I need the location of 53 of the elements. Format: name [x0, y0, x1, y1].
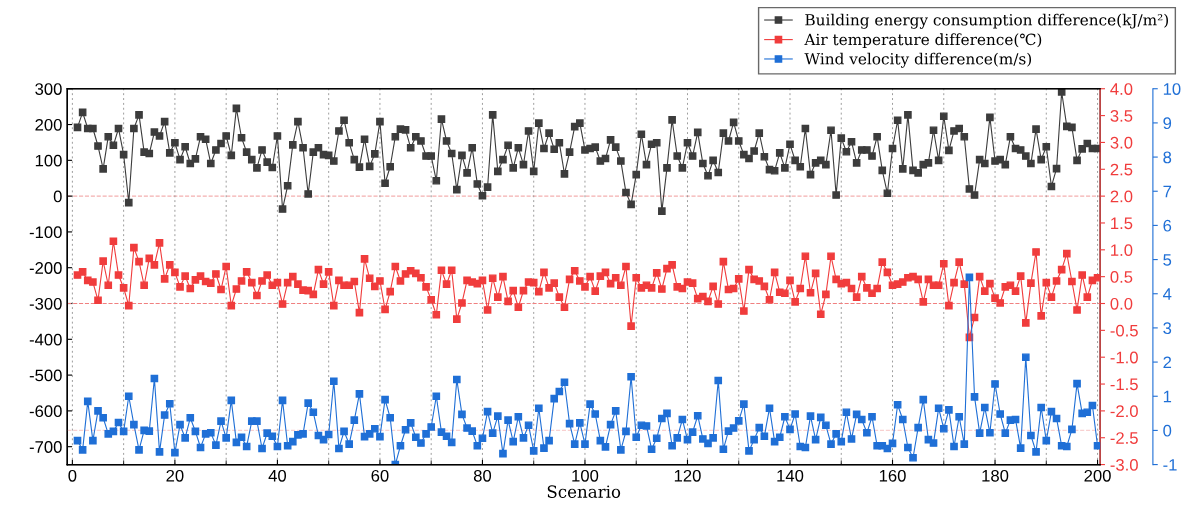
y2-tick-label: -2.0 [1110, 405, 1138, 418]
x-tick-label: 0 [68, 469, 77, 482]
y3-tick-label: 1 [1163, 390, 1172, 403]
y2-tick-label: -0.5 [1110, 324, 1138, 337]
x-tick-label: 20 [166, 469, 184, 482]
y2-tick-label: 3.5 [1110, 109, 1133, 122]
y2-tick-label: -1.0 [1110, 351, 1138, 364]
y3-tick-label: 4 [1163, 288, 1172, 300]
legend-label: Air temperature difference(℃) [804, 33, 1042, 49]
x-tick-label: 200 [1084, 469, 1111, 482]
y3-tick-label: 8 [1163, 151, 1172, 164]
y-tick-label: 200 [35, 118, 62, 131]
y-tick-label: -200 [29, 262, 62, 274]
y2-tick-label: 1.5 [1111, 217, 1133, 230]
x-tick-label: 80 [473, 469, 492, 482]
y2-tick-label: 2.0 [1110, 190, 1133, 203]
y-tick-label: 300 [35, 83, 62, 95]
y-tick-label: -600 [29, 405, 62, 418]
y2-tick-label: 0.5 [1110, 271, 1133, 283]
x-tick-label: 40 [268, 469, 287, 482]
x-axis-title: Scenario [547, 485, 621, 498]
y2-tick-label: -1.5 [1110, 378, 1138, 391]
y-tick-label: 0 [53, 190, 62, 203]
x-tick-label: 100 [572, 469, 599, 482]
y3-tick-label: 3 [1163, 322, 1172, 335]
y3-tick-label: 2 [1163, 356, 1172, 369]
y3-tick-label: 5 [1163, 254, 1172, 266]
legend-label: Wind velocity difference(m/s) [804, 52, 1032, 68]
y2-tick-label: 0.0 [1110, 297, 1133, 310]
x-tick-label: 120 [674, 469, 701, 482]
y2-tick-label: 4.0 [1110, 83, 1133, 95]
y-tick-label: -100 [29, 226, 62, 239]
y2-tick-label: -2.5 [1110, 432, 1138, 444]
y2-tick-label: 3.0 [1110, 136, 1133, 149]
y-tick-label: 100 [35, 154, 62, 167]
y-tick-label: -400 [29, 333, 62, 346]
y2-tick-label: -3.0 [1110, 458, 1138, 471]
y3-tick-label: -1 [1163, 459, 1177, 471]
y3-tick-label: 10 [1163, 83, 1181, 95]
y3-tick-label: 6 [1163, 219, 1172, 232]
x-tick-label: 180 [982, 469, 1009, 482]
legend-label: Building energy consumption difference(kJ/m²) [805, 13, 1169, 29]
y3-tick-label: 9 [1163, 117, 1172, 130]
y-tick-label: -700 [29, 441, 62, 453]
y3-tick-label: 0 [1163, 424, 1172, 437]
y2-tick-label: 1.0 [1111, 244, 1133, 257]
y-tick-label: -300 [29, 297, 62, 310]
x-tick-label: 140 [777, 469, 804, 482]
y-tick-label: -500 [29, 369, 62, 382]
x-tick-label: 160 [879, 469, 906, 482]
x-tick-label: 60 [371, 469, 389, 482]
y2-tick-label: 2.5 [1110, 163, 1133, 176]
y3-tick-label: 7 [1163, 185, 1172, 198]
